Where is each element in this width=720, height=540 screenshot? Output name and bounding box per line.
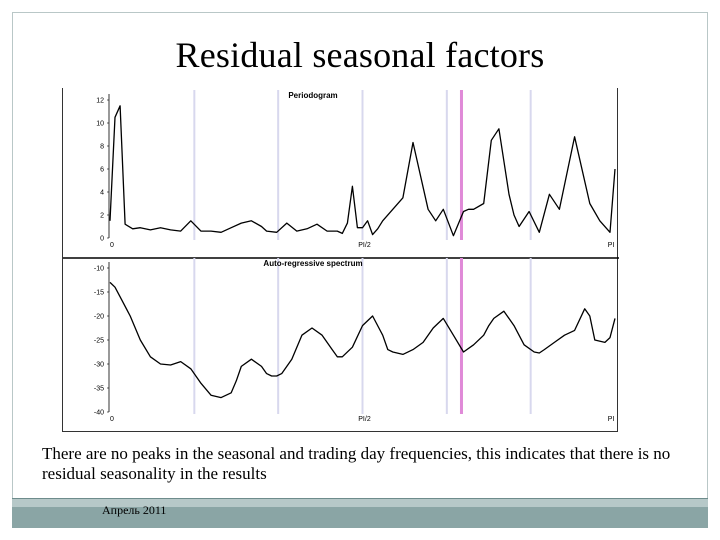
x-tick-label: PI <box>608 242 615 249</box>
slide-caption: There are no peaks in the seasonal and t… <box>42 444 671 483</box>
y-tick-label: -20 <box>94 314 104 321</box>
y-tick-label: 10 <box>96 121 104 128</box>
slide-title: Residual seasonal factors <box>175 35 545 75</box>
footer-bar <box>12 498 708 528</box>
series-line <box>109 281 616 399</box>
y-tick-label: 4 <box>100 190 104 197</box>
panel-title: Periodogram <box>288 91 337 100</box>
y-tick-label: 8 <box>100 144 104 151</box>
x-tick-label: PI/2 <box>358 416 371 423</box>
y-tick-label: -40 <box>94 410 104 417</box>
x-tick-label: PI <box>608 416 615 423</box>
spectrum-chart-image: 12 10 8 6 4 2 0 0 PI/2 PI Periodogram -10 -15 -20 -25-… <box>62 88 619 432</box>
x-tick-label: 0 <box>110 416 114 423</box>
y-tick-label: 12 <box>96 98 104 105</box>
y-tick-label: -30 <box>94 362 104 369</box>
series-line <box>109 105 616 237</box>
y-tick-label: -10 <box>94 266 104 273</box>
y-tick-label: 2 <box>100 213 104 220</box>
x-tick-label: PI/2 <box>358 242 371 249</box>
y-tick-label: -15 <box>94 290 104 297</box>
slide-date: Апрель 2011 <box>102 503 167 517</box>
x-tick-label: 0 <box>110 242 114 249</box>
y-tick-label: -35 <box>94 386 104 393</box>
y-tick-label: 0 <box>100 236 104 243</box>
footer-bar-highlight <box>12 499 708 507</box>
panel-title: Auto-regressive spectrum <box>263 259 362 268</box>
y-tick-label: -25 <box>94 338 104 345</box>
y-tick-label: 6 <box>100 167 104 174</box>
